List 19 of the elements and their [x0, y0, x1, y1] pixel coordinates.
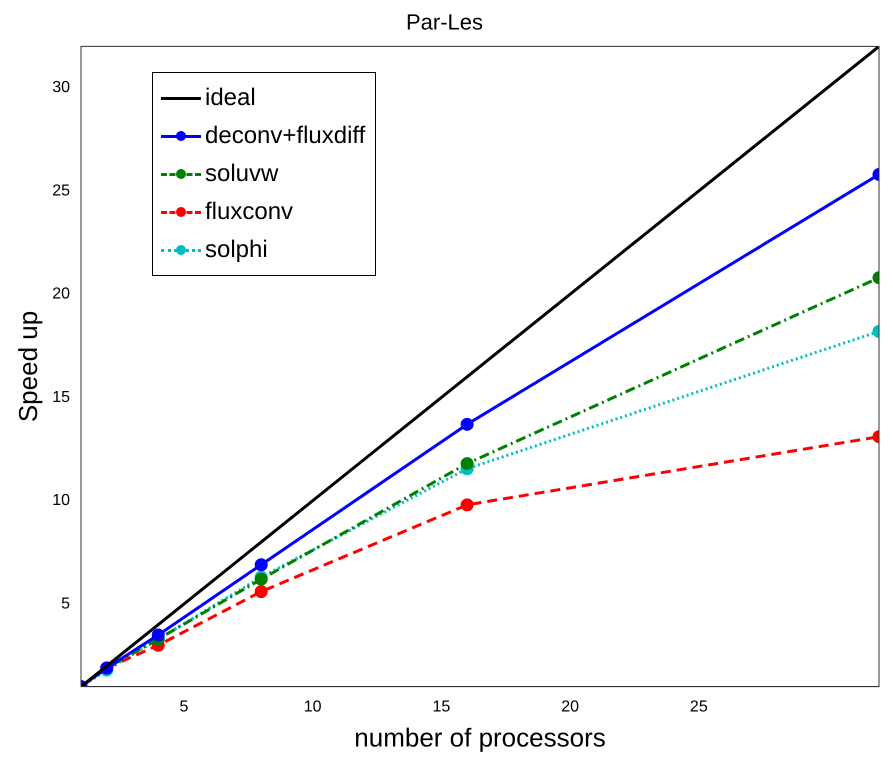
y-tick-label: 30 — [52, 79, 70, 96]
x-tick-label: 15 — [432, 698, 450, 716]
legend-label: fluxconv — [205, 197, 294, 227]
y-tick-label: 5 — [61, 595, 70, 612]
x-tick-label: 25 — [690, 698, 708, 716]
y-tick-label: 20 — [52, 286, 70, 303]
chart-title: Par-Les — [406, 9, 484, 34]
x-tick-label: 20 — [561, 698, 580, 716]
y-tick-label: 25 — [52, 182, 70, 200]
y-tick-label: 15 — [52, 388, 70, 406]
y-axis-title: Speed up — [12, 310, 43, 422]
y-tick-label: 10 — [52, 492, 70, 510]
x-tick-label: 5 — [180, 698, 189, 716]
x-axis-title: number of processors — [354, 722, 606, 753]
legend-label: ideal — [205, 83, 256, 113]
legend-label: deconv+fluxdiff — [205, 121, 366, 151]
legend-label: solphi — [205, 235, 268, 265]
legend-label: soluvw — [205, 159, 278, 189]
x-tick-label: 10 — [304, 698, 322, 716]
